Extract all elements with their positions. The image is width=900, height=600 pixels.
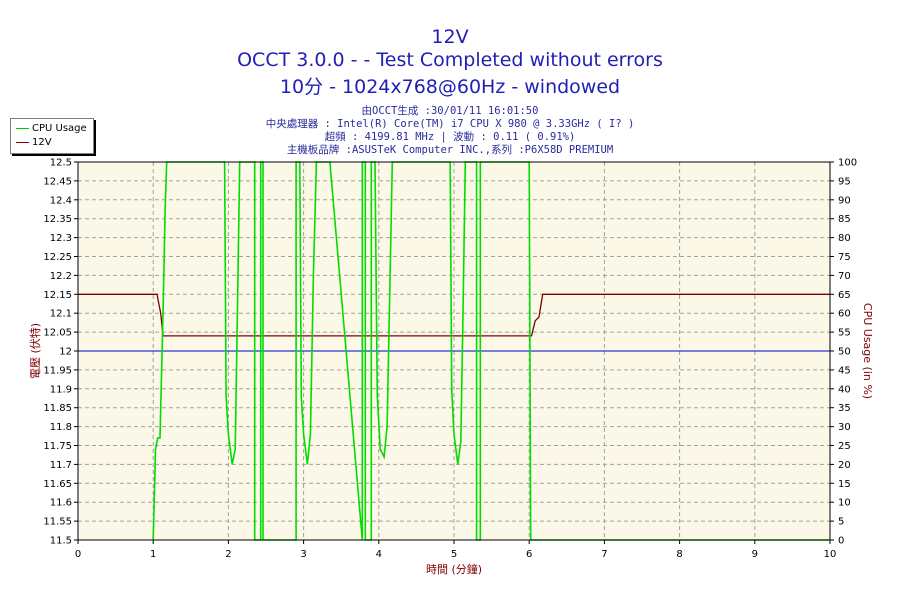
y-left-tick-label: 12.5 [50,158,72,169]
y-left-tick-label: 12.3 [50,233,72,244]
y-left-tick-label: 12.25 [43,252,72,263]
y-right-tick-label: 95 [838,176,851,187]
chart-subtitle-settings: 10分 - 1024x768@60Hz - windowed [279,76,621,98]
y-right-tick-label: 50 [838,347,851,358]
y-right-tick-label: 40 [838,384,851,395]
x-tick-label: 2 [225,549,231,560]
x-tick-label: 3 [300,549,306,560]
y-left-tick-label: 12.2 [50,271,72,282]
y-left-tick-label: 12.45 [43,176,72,187]
y-right-tick-label: 70 [838,271,851,282]
x-tick-label: 5 [451,549,457,560]
y-right-tick-label: 0 [838,536,844,547]
y-right-tick-label: 85 [838,214,851,225]
y-right-tick-label: 45 [838,365,851,376]
x-axis-label: 時間 (分鐘) [426,562,482,576]
y-left-tick-label: 12.35 [43,214,72,225]
y-right-tick-label: 30 [838,422,851,433]
y-left-tick-label: 12.1 [50,309,72,320]
y-right-tick-label: 25 [838,441,851,452]
x-tick-label: 1 [150,549,156,560]
y-right-tick-label: 5 [838,517,844,528]
x-tick-label: 8 [676,549,682,560]
y-left-tick-label: 11.9 [50,384,72,395]
legend-item-12v: 12V [16,137,52,149]
legend-swatch-12v [16,141,29,143]
x-tick-label: 7 [601,549,607,560]
x-tick-label: 0 [75,549,81,560]
y-right-tick-label: 15 [838,479,851,490]
legend-label-cpu-usage: CPU Usage [32,123,87,134]
y-left-tick-label: 11.5 [50,536,72,547]
y-left-tick-label: 11.65 [43,479,72,490]
y-right-tick-label: 100 [838,158,857,169]
legend-swatch-cpu-usage [16,127,29,129]
info-overclock: 超頻 : 4199.81 MHz | 波動 : 0.11 ( 0.91%) [324,131,576,143]
plot-frame [77,161,831,541]
y-right-tick-label: 10 [838,498,851,509]
y-left-tick-label: 11.85 [43,403,72,414]
x-tick-label: 4 [376,549,382,560]
y-left-tick-label: 11.8 [50,422,72,433]
x-tick-label: 9 [752,549,758,560]
y-left-tick-label: 11.95 [43,365,72,376]
y-right-tick-label: 60 [838,309,851,320]
info-cpu: 中央處理器 : Intel(R) Core(TM) i7 CPU X 980 @… [265,118,635,130]
y-left-tick-label: 12.05 [43,328,72,339]
y-left-axis-label: 電壓 (伏特) [28,323,42,379]
y-left-tick-label: 12.4 [50,195,72,206]
info-generated-by: 由OCCT生成 :30/01/11 16:01:50 [361,105,539,117]
chart-subtitle-status: OCCT 3.0.0 - - Test Completed without er… [237,49,663,71]
y-right-tick-label: 90 [838,195,851,206]
chart-title: 12V [431,26,469,48]
y-left-tick-label: 12.15 [43,290,72,301]
y-right-tick-label: 55 [838,328,851,339]
legend-item-cpu-usage: CPU Usage [16,123,87,135]
legend: CPU Usage 12V [10,118,94,154]
y-left-tick-label: 11.55 [43,517,72,528]
y-left-tick-label: 11.7 [50,460,72,471]
legend-label-12v: 12V [32,137,52,148]
y-left-tick-label: 11.6 [50,498,72,509]
y-right-tick-label: 20 [838,460,851,471]
y-right-tick-label: 35 [838,403,851,414]
y-right-tick-label: 65 [838,290,851,301]
x-tick-label: 10 [824,549,837,560]
y-left-tick-label: 12 [59,347,72,358]
y-right-tick-label: 80 [838,233,851,244]
x-tick-label: 6 [526,549,532,560]
series-line-12v [78,293,830,337]
info-motherboard: 主機板品牌 :ASUSTeK Computer INC.,系列 :P6X58D … [286,144,614,156]
y-left-tick-label: 11.75 [43,441,72,452]
y-right-axis-label: CPU Usage (in %) [861,303,874,399]
y-right-tick-label: 75 [838,252,851,263]
